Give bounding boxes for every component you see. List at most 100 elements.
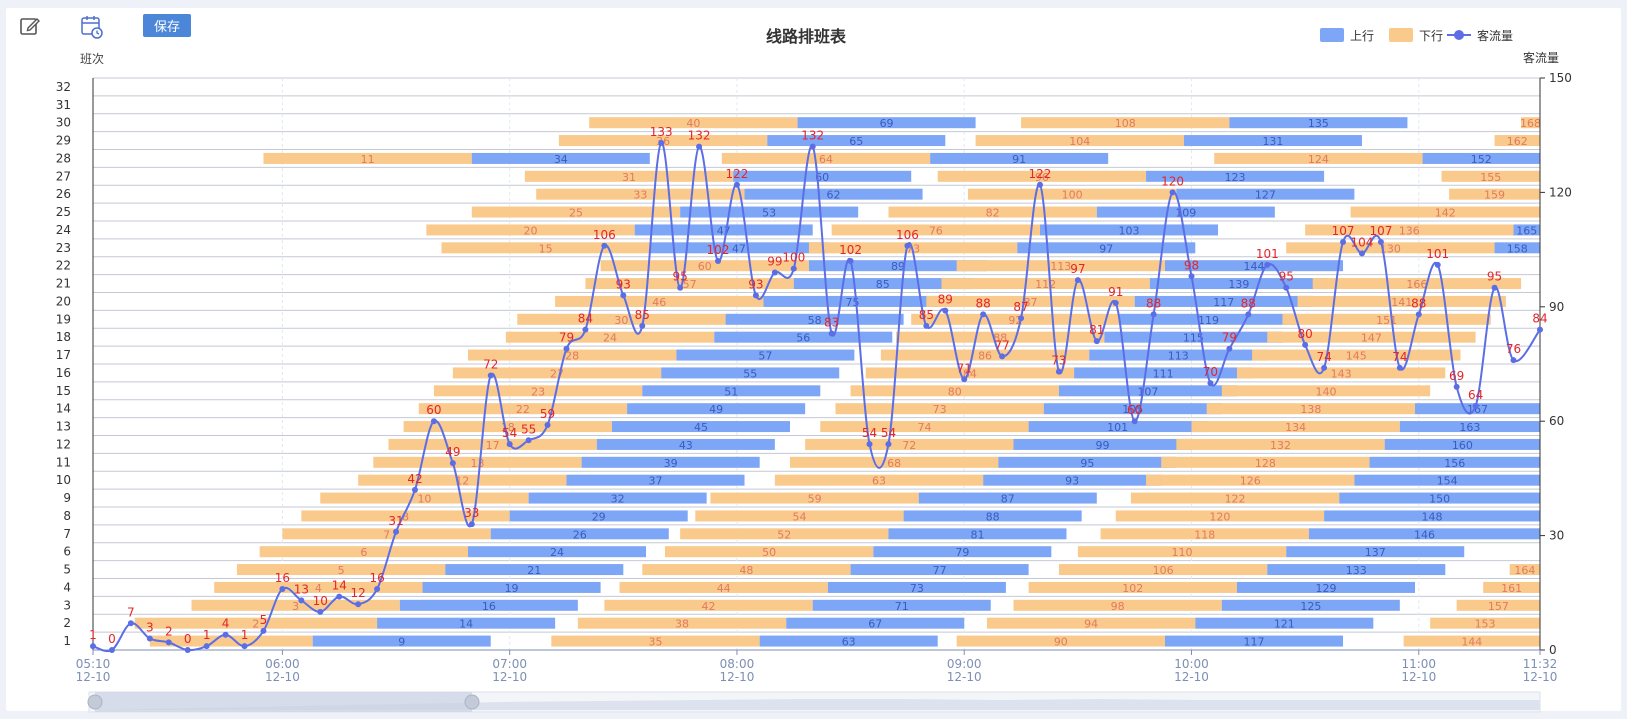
flow-point[interactable] [1264,261,1271,268]
trip-bar-up[interactable] [1354,474,1540,486]
flow-point[interactable] [1321,364,1328,371]
flow-point[interactable] [582,326,589,333]
flow-point[interactable] [1396,364,1403,371]
flow-point[interactable] [317,608,324,615]
trip-bar-up[interactable] [676,349,855,361]
trip-bar-up[interactable] [627,403,806,415]
trip-bar-down[interactable] [555,295,764,307]
trip-bar-down[interactable] [585,278,794,290]
flow-point[interactable] [1150,311,1157,318]
trip-bar-down[interactable] [789,456,999,468]
flow-point[interactable] [563,345,570,352]
flow-point[interactable] [733,181,740,188]
trip-bar-up[interactable] [808,260,987,272]
trip-bar-up[interactable] [930,152,1109,164]
trip-bar-up[interactable] [399,599,578,611]
trip-bar-down[interactable] [388,438,597,450]
save-button[interactable]: 保存 [143,14,191,37]
data-zoom-handle-right[interactable] [464,694,480,710]
trip-bar-up[interactable] [812,599,991,611]
trip-bar-up[interactable] [1221,599,1400,611]
flow-point[interactable] [298,597,305,604]
trip-bar-down[interactable] [968,188,1177,200]
trip-bar-down[interactable] [956,260,1165,272]
trip-bar-up[interactable] [1494,242,1540,254]
legend-item-down[interactable]: 下行 [1389,28,1443,43]
flow-point[interactable] [1377,238,1384,245]
flow-point[interactable] [847,258,854,265]
trip-bar-down[interactable] [1146,474,1355,486]
flow-point[interactable] [1283,284,1290,291]
flow-point[interactable] [260,627,267,634]
trip-bar-down[interactable] [975,135,1184,147]
trip-bar-up[interactable] [744,188,923,200]
trip-bar-down[interactable] [589,117,798,129]
trip-bar-down[interactable] [1100,528,1309,540]
flow-point[interactable] [279,585,286,592]
trip-bar-down[interactable] [1077,546,1287,558]
trip-bar-up[interactable] [763,295,942,307]
trip-bar-up[interactable] [1039,224,1219,236]
trip-bar-up[interactable] [566,474,745,486]
schedule-button[interactable] [80,14,104,40]
trip-bar-up[interactable] [642,385,821,397]
trip-bar-down[interactable] [403,421,612,433]
trip-bar-up[interactable] [725,313,904,325]
trip-bar-up[interactable] [998,456,1177,468]
flow-point[interactable] [1358,250,1365,257]
data-zoom-window[interactable] [95,692,472,712]
flow-point[interactable] [904,242,911,249]
trip-bar-down[interactable] [1161,456,1370,468]
trip-bar-down[interactable] [373,456,582,468]
trip-bar-down[interactable] [1176,438,1385,450]
edit-button[interactable] [18,14,42,38]
trip-bar-up[interactable] [468,546,647,558]
trip-bar-down[interactable] [835,403,1044,415]
trip-bar-up[interactable] [733,170,912,182]
trip-bar-up[interactable] [1119,313,1298,325]
trip-bar-up[interactable] [1096,206,1275,218]
trip-bar-up[interactable] [903,510,1082,522]
trip-bar-down[interactable] [896,331,1105,343]
trip-bar-down[interactable] [680,528,889,540]
flow-point[interactable] [355,601,362,608]
trip-bar-down[interactable] [301,510,510,522]
trip-bar-down[interactable] [1456,599,1540,611]
flow-point[interactable] [165,639,172,646]
trip-bar-down[interactable] [433,385,643,397]
flow-point[interactable] [1302,341,1309,348]
trip-bar-up[interactable] [983,474,1162,486]
flow-point[interactable] [1245,311,1252,318]
trip-bar-down[interactable] [774,474,984,486]
trip-bar-up[interactable] [471,152,650,164]
trip-bar-down[interactable] [536,188,745,200]
trip-bar-down[interactable] [710,492,919,504]
trip-bar-down[interactable] [888,206,1097,218]
flow-point[interactable] [866,441,873,448]
trip-bar-down[interactable] [1449,188,1540,200]
flow-point[interactable] [411,486,418,493]
flow-point[interactable] [639,322,646,329]
flow-point[interactable] [771,269,778,276]
data-zoom[interactable] [87,691,1541,713]
trip-bar-up[interactable] [767,135,946,147]
trip-bar-up[interactable] [1195,617,1374,629]
flow-point[interactable] [146,635,153,642]
flow-point[interactable] [677,284,684,291]
trip-bar-down[interactable] [1312,278,1522,290]
trip-bar-up[interactable] [850,564,1029,576]
trip-bar-down[interactable] [1441,170,1540,182]
trip-bar-up[interactable] [1183,135,1362,147]
trip-bar-down[interactable] [1350,206,1540,218]
data-zoom-handle-left[interactable] [87,694,103,710]
flow-point[interactable] [544,422,551,429]
trip-bar-down[interactable] [1191,421,1400,433]
trip-bar-down[interactable] [695,510,904,522]
trip-bar-up[interactable] [1229,117,1408,129]
trip-bar-down[interactable] [471,206,681,218]
trip-bar-down[interactable] [664,546,874,558]
trip-bar-up[interactable] [611,421,790,433]
trip-bar-down[interactable] [1236,367,1446,379]
trip-bar-down[interactable] [468,349,677,361]
flow-point[interactable] [203,643,210,650]
